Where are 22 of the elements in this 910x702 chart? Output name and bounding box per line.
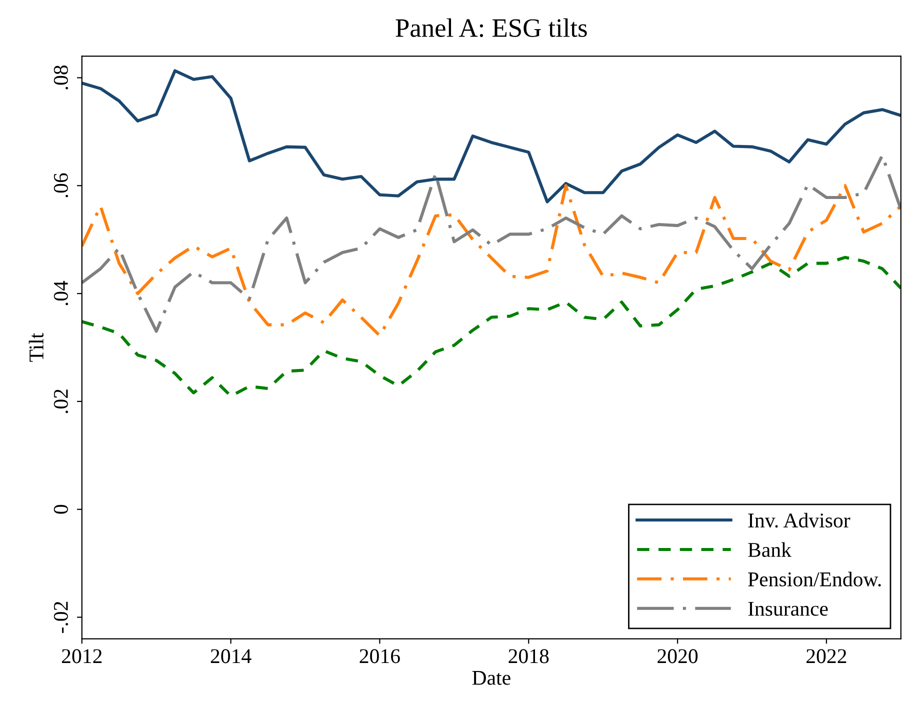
x-tick-label: 2020 [658, 649, 698, 664]
y-tick-label: -.02 [54, 602, 68, 633]
y-tick-label: .06 [54, 173, 68, 198]
legend-label: Pension/Endow. [748, 572, 881, 586]
y-tick-label: 0 [54, 504, 68, 514]
y-tick-label: .02 [54, 390, 68, 414]
chart-title: Panel A: ESG tilts [396, 18, 587, 38]
legend-label: Inv. Advisor [748, 512, 850, 528]
x-tick-label: 2018 [508, 649, 549, 664]
y-tick-label: .04 [54, 280, 68, 306]
x-tick-label: 2012 [62, 649, 102, 664]
x-axis-title: Date [472, 671, 510, 685]
x-tick-label: 2016 [360, 649, 400, 664]
x-tick-label: 2014 [210, 649, 252, 664]
y-tick-label: .08 [54, 66, 68, 90]
line-series [82, 154, 901, 333]
line-series [82, 184, 901, 338]
legend-label: Bank [748, 542, 792, 557]
x-tick-label: 2022 [806, 649, 846, 664]
line-series [82, 69, 901, 204]
legend-label: Insurance [748, 602, 828, 616]
y-axis-title: Tilt [28, 332, 44, 362]
